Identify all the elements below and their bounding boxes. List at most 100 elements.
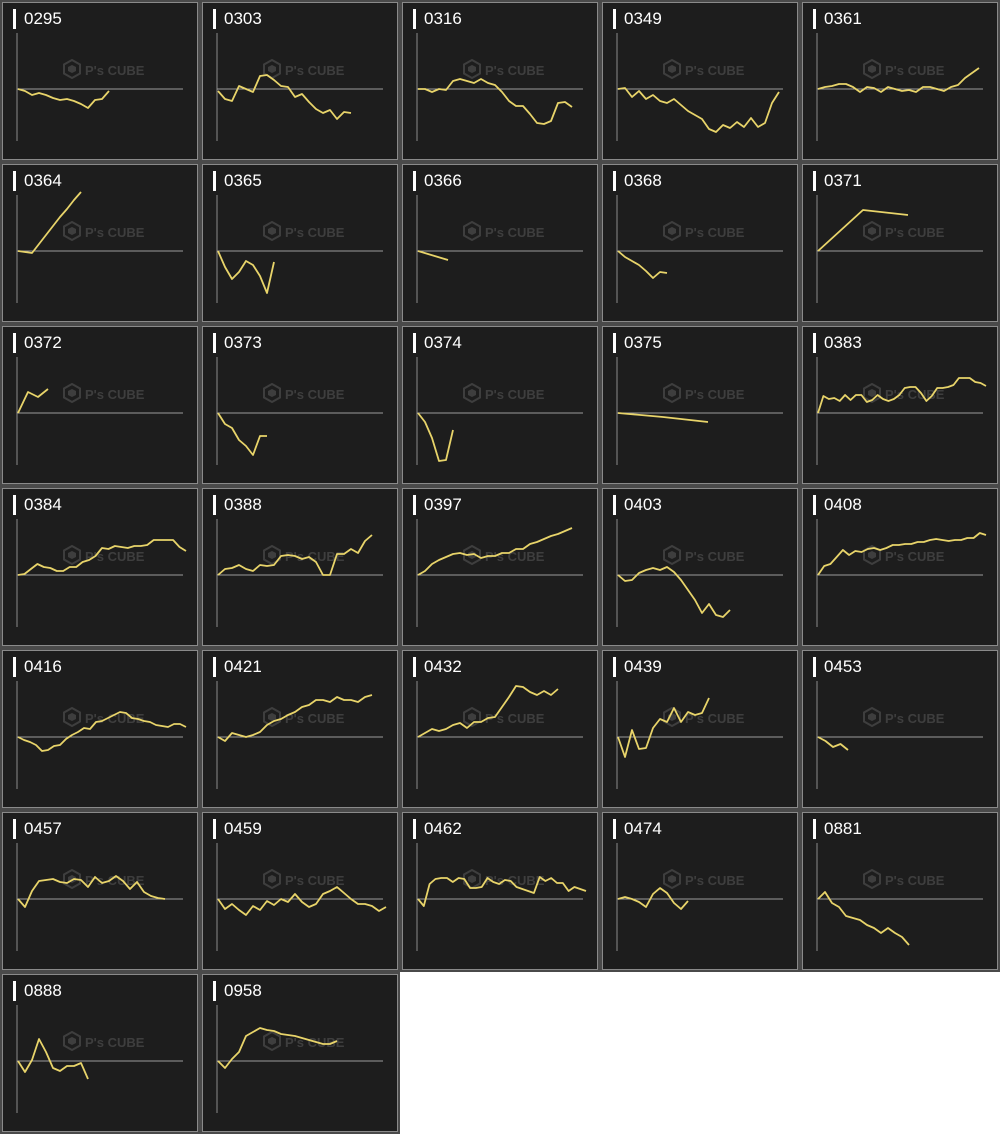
line-chart <box>16 681 187 789</box>
line-chart <box>816 843 983 951</box>
chart-tile: P's CUBE 0364 <box>0 162 200 324</box>
series-line <box>817 532 987 576</box>
chart-panel: P's CUBE 0364 <box>2 164 198 322</box>
cube-icon <box>663 221 681 241</box>
chart-panel: P's CUBE 0366 <box>402 164 598 322</box>
line-chart <box>816 519 987 627</box>
series-line <box>17 88 110 109</box>
cube-icon <box>663 383 681 403</box>
cube-icon <box>63 1031 81 1051</box>
cube-icon <box>263 1031 281 1051</box>
chart-title: 0364 <box>13 171 62 191</box>
chart-tile: P's CUBE 0408 <box>800 486 1000 648</box>
watermark-text: P's CUBE <box>685 549 745 564</box>
series-line <box>17 191 82 254</box>
series-line <box>617 250 668 279</box>
chart-tile: P's CUBE 0457 <box>0 810 200 972</box>
line-chart <box>216 1005 383 1113</box>
series-line <box>17 1038 89 1080</box>
line-chart <box>816 357 987 465</box>
watermark-text: P's CUBE <box>485 387 545 402</box>
cube-icon <box>463 707 481 727</box>
chart-tile: P's CUBE 0349 <box>600 0 800 162</box>
line-chart <box>16 1005 183 1113</box>
cube-icon <box>463 59 481 79</box>
chart-tile: P's CUBE 0383 <box>800 324 1000 486</box>
chart-panel: P's CUBE 0384 <box>2 488 198 646</box>
chart-tile: P's CUBE 0453 <box>800 648 1000 810</box>
series-line <box>217 534 373 576</box>
watermark-text: P's CUBE <box>685 225 745 240</box>
series-line <box>17 875 166 908</box>
line-chart <box>16 33 183 141</box>
chart-title: 0374 <box>413 333 462 353</box>
line-chart <box>816 195 983 303</box>
series-line <box>817 891 910 946</box>
chart-panel: P's CUBE 0408 <box>802 488 998 646</box>
watermark-text: P's CUBE <box>485 225 545 240</box>
watermark-text: P's CUBE <box>885 711 945 726</box>
chart-title: 0371 <box>813 171 862 191</box>
series-line <box>418 78 573 125</box>
line-chart <box>616 519 783 627</box>
chart-tile: P's CUBE 0421 <box>200 648 400 810</box>
chart-tile: P's CUBE 0958 <box>200 972 400 1134</box>
line-chart <box>616 33 783 141</box>
series-line <box>817 67 980 93</box>
series-line <box>817 209 909 252</box>
series-line <box>417 876 587 907</box>
chart-panel: P's CUBE 0375 <box>602 326 798 484</box>
watermark-text: P's CUBE <box>85 549 145 564</box>
chart-panel: P's CUBE 0397 <box>402 488 598 646</box>
chart-tile: P's CUBE 0432 <box>400 648 600 810</box>
cube-icon <box>863 707 881 727</box>
chart-panel: P's CUBE 0374 <box>402 326 598 484</box>
line-chart <box>216 843 387 951</box>
chart-tile: P's CUBE 0365 <box>200 162 400 324</box>
chart-title: 0453 <box>813 657 862 677</box>
line-chart <box>216 519 383 627</box>
cube-icon <box>863 221 881 241</box>
series-line <box>17 539 187 576</box>
line-chart <box>416 519 583 627</box>
cube-icon <box>863 869 881 889</box>
cube-icon <box>863 59 881 79</box>
chart-title: 0383 <box>813 333 862 353</box>
line-chart <box>216 681 383 789</box>
chart-title: 0432 <box>413 657 462 677</box>
line-chart <box>16 357 183 465</box>
chart-panel: P's CUBE 0373 <box>202 326 398 484</box>
chart-panel: P's CUBE 0368 <box>602 164 798 322</box>
chart-title: 0372 <box>13 333 62 353</box>
cube-icon <box>463 221 481 241</box>
chart-panel: P's CUBE 0453 <box>802 650 998 808</box>
line-chart <box>616 681 783 789</box>
watermark-text: P's CUBE <box>285 63 345 78</box>
line-chart <box>416 681 583 789</box>
chart-tile: P's CUBE 0366 <box>400 162 600 324</box>
chart-panel: P's CUBE 0462 <box>402 812 598 970</box>
chart-tile: P's CUBE 0397 <box>400 486 600 648</box>
watermark-text: P's CUBE <box>685 387 745 402</box>
chart-panel: P's CUBE 0416 <box>2 650 198 808</box>
chart-title: 0462 <box>413 819 462 839</box>
line-chart <box>16 843 183 951</box>
series-line <box>617 566 731 618</box>
chart-title: 0439 <box>613 657 662 677</box>
line-chart <box>616 843 783 951</box>
chart-tile: P's CUBE 0368 <box>600 162 800 324</box>
chart-panel: P's CUBE 0349 <box>602 2 798 160</box>
chart-title: 0388 <box>213 495 262 515</box>
watermark-text: P's CUBE <box>485 711 545 726</box>
chart-tile: P's CUBE 0316 <box>400 0 600 162</box>
line-chart <box>616 195 783 303</box>
watermark-text: P's CUBE <box>85 873 145 888</box>
series-line <box>617 887 689 910</box>
series-line <box>617 697 710 758</box>
watermark-text: P's CUBE <box>685 63 745 78</box>
chart-panel: P's CUBE 0361 <box>802 2 998 160</box>
chart-title: 0349 <box>613 9 662 29</box>
chart-title: 0397 <box>413 495 462 515</box>
series-line <box>217 886 387 916</box>
chart-tile: P's CUBE 0439 <box>600 648 800 810</box>
